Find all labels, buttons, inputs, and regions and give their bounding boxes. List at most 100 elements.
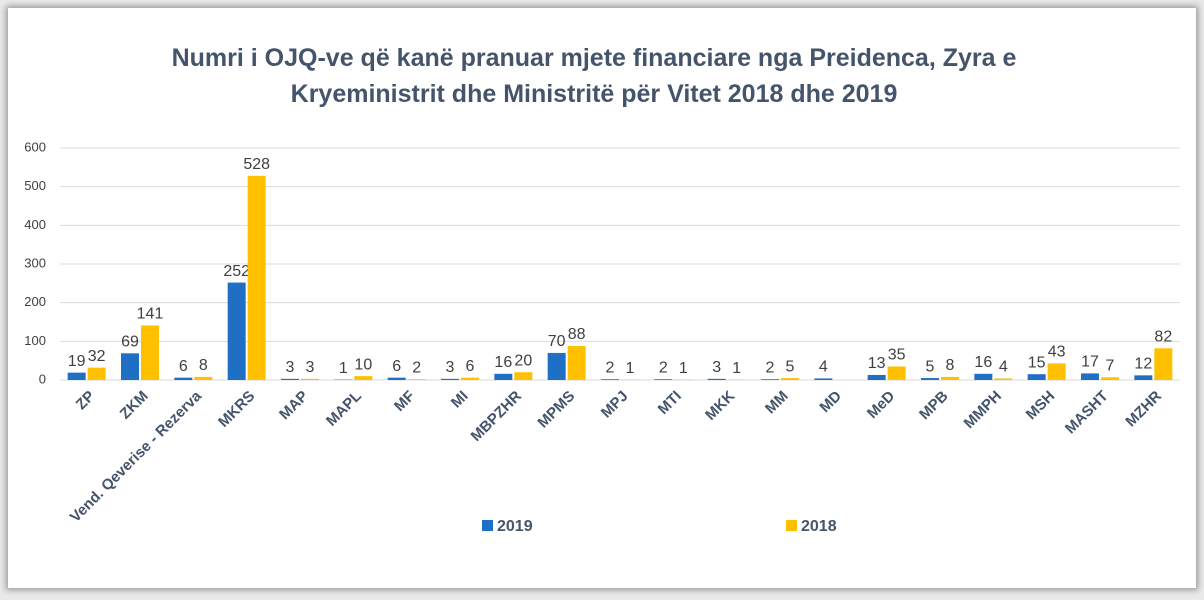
bar (281, 378, 299, 380)
data-label: 8 (199, 357, 208, 374)
bar (1134, 375, 1153, 380)
x-tick-label: MZHR (1122, 387, 1165, 430)
data-label: 17 (1081, 354, 1099, 371)
data-label: 4 (999, 359, 1008, 376)
x-tick-label: ZKM (117, 388, 152, 423)
x-tick-label: MPMS (534, 388, 578, 432)
bar (974, 373, 993, 380)
chart-card (8, 8, 1196, 588)
y-tick-label: 600 (24, 139, 46, 154)
data-label: 13 (868, 355, 886, 372)
x-tick-label: ZP (73, 388, 99, 414)
bar (301, 378, 319, 380)
bar (1047, 363, 1066, 380)
data-label: 82 (1154, 329, 1172, 346)
bar (1101, 377, 1119, 380)
x-tick-label: MI (448, 388, 472, 412)
data-label: 7 (1106, 358, 1115, 375)
data-label: 70 (548, 333, 566, 350)
bar (441, 378, 459, 380)
data-label: 1 (732, 360, 741, 377)
bar (567, 345, 586, 380)
x-tick-label: MKRS (215, 388, 258, 431)
x-tick-label: MSH (1023, 388, 1059, 424)
data-label: 88 (568, 326, 586, 343)
bar (1154, 348, 1173, 380)
data-label: 1 (626, 360, 635, 377)
bar (67, 372, 86, 380)
data-label: 16 (494, 354, 512, 371)
bar (174, 377, 193, 380)
data-label: 12 (1134, 356, 1152, 373)
data-label: 141 (137, 306, 164, 323)
bar (941, 376, 959, 380)
y-tick-label: 400 (24, 217, 46, 232)
legend-label: 2019 (497, 518, 533, 535)
data-label: 19 (68, 353, 86, 370)
x-tick-label: MKK (702, 388, 738, 424)
data-label: 6 (179, 358, 188, 375)
data-label: 1 (339, 360, 348, 377)
legend-swatch (482, 520, 493, 531)
data-label: 2 (766, 359, 775, 376)
bar (227, 282, 246, 380)
bar (1081, 373, 1099, 380)
data-label: 8 (946, 357, 955, 374)
x-tick-label: MPJ (598, 388, 632, 422)
data-label: 2 (606, 359, 615, 376)
legend-label: 2018 (801, 518, 837, 535)
bar (761, 379, 779, 380)
bar (247, 175, 266, 380)
bar (87, 367, 106, 380)
bar (514, 372, 533, 380)
data-label: 528 (243, 156, 270, 173)
bar (867, 374, 886, 380)
x-tick-label: MF (391, 388, 418, 415)
data-label: 43 (1048, 344, 1066, 361)
legend-swatch (786, 520, 797, 531)
data-label: 252 (223, 263, 250, 280)
data-label: 69 (121, 334, 139, 351)
x-tick-label: MD (816, 387, 845, 416)
data-label: 6 (392, 358, 401, 375)
y-tick-label: 100 (24, 333, 46, 348)
x-tick-label: MM (762, 388, 792, 418)
data-label: 32 (88, 348, 106, 365)
bar (494, 373, 513, 380)
chart-title: Numri i OJQ-ve që kanë pranuar mjete fin… (171, 44, 1017, 108)
data-label: 35 (888, 347, 906, 364)
bar (921, 378, 939, 380)
data-label: 1 (679, 360, 688, 377)
data-label: 10 (354, 356, 372, 373)
y-tick-label: 200 (24, 294, 46, 309)
data-label: 2 (412, 359, 421, 376)
data-label: 3 (306, 359, 315, 376)
x-tick-label: MAPL (323, 388, 365, 430)
x-tick-label: MBPZHR (468, 388, 526, 446)
data-label: 4 (819, 359, 828, 376)
data-label: 3 (286, 359, 295, 376)
y-tick-label: 0 (39, 371, 46, 386)
data-label: 3 (446, 359, 455, 376)
data-label: 3 (712, 359, 721, 376)
bar (354, 376, 373, 380)
bar (461, 377, 479, 380)
x-tick-label: MTI (655, 388, 685, 418)
y-tick-label: 500 (24, 178, 46, 193)
bar (194, 376, 213, 380)
bar (994, 378, 1013, 380)
data-label: 6 (466, 358, 475, 375)
bar (387, 377, 406, 380)
bar (601, 379, 619, 380)
data-label: 15 (1028, 354, 1046, 371)
bar (781, 378, 799, 380)
bar (121, 353, 139, 380)
x-tick-label: MPB (916, 388, 952, 424)
data-label: 5 (786, 358, 795, 375)
bar (141, 325, 159, 380)
bar (707, 378, 726, 380)
bar (654, 379, 673, 380)
data-label: 16 (974, 354, 992, 371)
data-label: 2 (659, 359, 668, 376)
